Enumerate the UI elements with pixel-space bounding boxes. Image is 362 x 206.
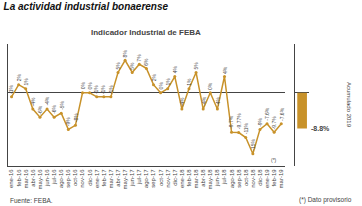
svg-text:Indicador Industrial de FEBA: Indicador Industrial de FEBA xyxy=(91,28,201,37)
svg-text:jun-16: jun-16 xyxy=(44,169,50,187)
svg-text:sep-17: sep-17 xyxy=(150,169,156,188)
svg-text:abr-18: abr-18 xyxy=(200,169,206,187)
svg-text:-1%: -1% xyxy=(100,85,106,94)
svg-text:4%: 4% xyxy=(172,66,178,74)
svg-text:mar-17: mar-17 xyxy=(108,169,114,189)
svg-text:-4%: -4% xyxy=(215,96,221,105)
svg-text:may-16: may-16 xyxy=(37,169,43,190)
svg-text:6%: 6% xyxy=(143,58,149,66)
svg-text:sep-18: sep-18 xyxy=(236,169,242,188)
svg-text:jul-17: jul-17 xyxy=(136,169,142,185)
svg-text:mar-18: mar-18 xyxy=(193,169,199,189)
svg-text:-9.7%: -9.7% xyxy=(228,115,234,129)
svg-text:dic-18: dic-18 xyxy=(257,169,263,186)
svg-text:may-18: may-18 xyxy=(207,169,213,190)
svg-text:nov-16: nov-16 xyxy=(79,169,85,188)
svg-text:oct-16: oct-16 xyxy=(72,169,78,186)
svg-text:mar-16: mar-16 xyxy=(23,169,29,189)
svg-text:-8.8%: -8.8% xyxy=(311,125,330,132)
svg-text:abr-17: abr-17 xyxy=(115,169,121,187)
svg-text:-6%: -6% xyxy=(37,105,43,114)
svg-text:-4%: -4% xyxy=(201,96,207,105)
svg-text:feb-17: feb-17 xyxy=(101,169,107,187)
svg-text:mar-19: mar-19 xyxy=(278,169,284,189)
svg-text:-7.6%: -7.6% xyxy=(279,107,285,121)
svg-text:nov-17: nov-17 xyxy=(165,169,171,188)
svg-text:feb-18: feb-18 xyxy=(186,169,192,187)
svg-text:5%: 5% xyxy=(115,62,121,70)
svg-text:ene-17: ene-17 xyxy=(94,169,100,188)
svg-text:2%: 2% xyxy=(16,74,22,82)
svg-text:0%: 0% xyxy=(87,82,93,90)
svg-text:(*): (*) xyxy=(271,157,277,163)
svg-text:-9%: -9% xyxy=(65,117,71,126)
svg-text:8%: 8% xyxy=(122,50,128,58)
svg-text:dic-16: dic-16 xyxy=(87,169,93,186)
svg-text:-9%: -9% xyxy=(257,117,263,126)
svg-text:-15%: -15% xyxy=(250,138,256,150)
svg-text:oct-18: oct-18 xyxy=(243,169,249,186)
svg-text:0%: 0% xyxy=(158,82,164,90)
svg-text:jun-17: jun-17 xyxy=(129,169,135,187)
svg-text:jun-18: jun-18 xyxy=(214,169,220,187)
svg-text:may-17: may-17 xyxy=(122,169,128,190)
svg-text:(*) Dato provisorio: (*) Dato provisorio xyxy=(299,196,352,204)
svg-text:ago-18: ago-18 xyxy=(229,169,235,188)
svg-text:-6%: -6% xyxy=(51,104,57,113)
svg-text:abr-16: abr-16 xyxy=(30,169,36,187)
svg-text:0%: 0% xyxy=(207,82,213,90)
svg-text:4%: 4% xyxy=(222,66,228,74)
svg-text:jul-18: jul-18 xyxy=(221,169,227,185)
svg-text:-4%: -4% xyxy=(30,97,36,106)
svg-text:5%: 5% xyxy=(193,62,199,70)
svg-text:-8%: -8% xyxy=(73,113,79,122)
svg-text:-9.7%: -9.7% xyxy=(271,116,277,130)
svg-text:La actividad industrial bonaer: La actividad industrial bonaerense xyxy=(4,1,169,12)
svg-text:feb-16: feb-16 xyxy=(16,169,22,187)
svg-text:ago-16: ago-16 xyxy=(58,169,64,188)
svg-text:jul-16: jul-16 xyxy=(51,169,57,185)
svg-text:-5%: -5% xyxy=(59,100,65,109)
svg-text:2%: 2% xyxy=(151,73,157,81)
svg-text:feb-19: feb-19 xyxy=(271,169,277,187)
svg-text:-4%: -4% xyxy=(179,97,185,106)
svg-text:1%: 1% xyxy=(165,78,171,86)
svg-text:dic-17: dic-17 xyxy=(172,169,178,186)
svg-text:-11%: -11% xyxy=(243,122,249,134)
svg-text:7%: 7% xyxy=(136,54,142,62)
svg-text:ago-17: ago-17 xyxy=(143,169,149,188)
svg-text:0%: 0% xyxy=(80,82,86,90)
svg-text:Acumulado 2019: Acumulado 2019 xyxy=(346,82,352,128)
svg-text:ene-18: ene-18 xyxy=(179,169,185,188)
svg-text:-1%: -1% xyxy=(108,85,114,94)
svg-text:5%: 5% xyxy=(129,62,135,70)
svg-text:-4%: -4% xyxy=(44,96,50,105)
svg-text:Fuente: FEBA.: Fuente: FEBA. xyxy=(10,197,53,204)
svg-text:sep-16: sep-16 xyxy=(65,169,71,188)
svg-text:-1%: -1% xyxy=(93,85,99,94)
svg-text:nov-18: nov-18 xyxy=(250,169,256,188)
svg-text:oct-17: oct-17 xyxy=(158,169,164,186)
svg-text:1%: 1% xyxy=(186,78,192,86)
svg-text:ene-16: ene-16 xyxy=(9,169,15,188)
svg-text:-1%: -1% xyxy=(8,84,14,93)
svg-text:-9.77%: -9.77% xyxy=(236,113,242,129)
svg-text:ene-19: ene-19 xyxy=(264,169,270,188)
svg-text:1%: 1% xyxy=(23,78,29,86)
svg-text:-7.6%: -7.6% xyxy=(264,107,270,121)
